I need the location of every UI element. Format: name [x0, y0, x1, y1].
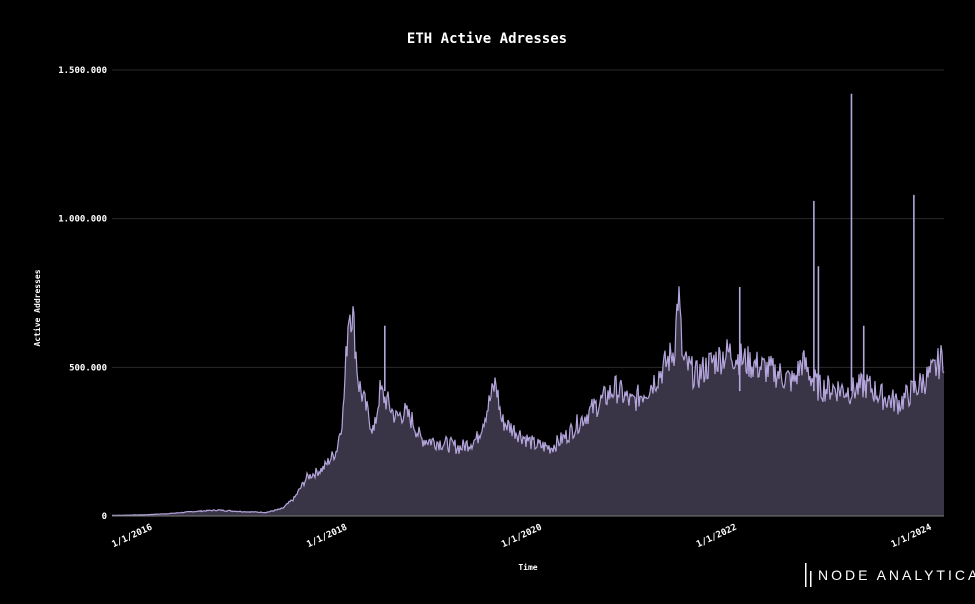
logo-text: NODE ANALYTICA [818, 567, 975, 583]
x-tick-label: 1/1/2024 [890, 522, 934, 550]
y-tick-label: 1.000.000 [58, 215, 107, 225]
x-tick-label: 1/1/2016 [111, 523, 155, 550]
x-tick-labels: 1/1/2016 1/1/2018 1/1/2020 1/1/2022 1/1/2024 [111, 522, 934, 550]
logo-bar-icon [805, 563, 807, 587]
area-fill [112, 286, 944, 516]
x-tick-label: 1/1/2018 [305, 523, 349, 550]
x-axis-label: Time [518, 562, 537, 572]
plot-area [112, 93, 945, 517]
x-tick-label: 1/1/2022 [695, 523, 739, 550]
chart-title: ETH Active Adresses [407, 31, 567, 47]
y-tick-label: 1.500.000 [58, 66, 107, 76]
y-tick-labels: 0 500.000 1.000.000 1.500.000 [58, 66, 107, 522]
node-analytica-logo: NODE ANALYTICA [805, 563, 975, 587]
y-tick-label: 0 [102, 512, 107, 522]
series-line [112, 286, 945, 517]
y-axis-label: Active Addresses [32, 269, 42, 346]
y-tick-label: 500.000 [69, 363, 107, 373]
logo-bar-icon [810, 571, 812, 587]
x-tick-label: 1/1/2020 [500, 523, 544, 550]
spikes [383, 93, 915, 392]
